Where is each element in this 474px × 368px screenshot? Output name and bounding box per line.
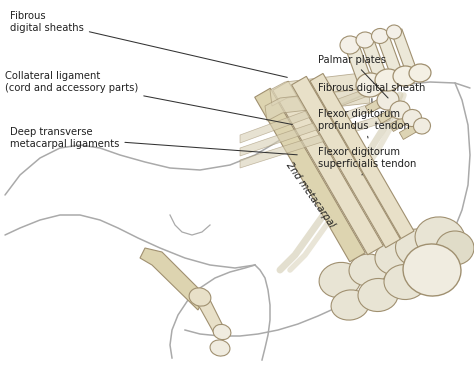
Ellipse shape [384,265,426,300]
Text: Deep transverse
metacarpal ligaments: Deep transverse metacarpal ligaments [10,127,297,155]
Ellipse shape [189,288,211,306]
Polygon shape [140,248,205,310]
Polygon shape [193,295,225,335]
Polygon shape [361,37,389,87]
Ellipse shape [436,231,474,265]
Polygon shape [377,106,399,124]
Polygon shape [273,81,383,255]
Polygon shape [392,29,417,73]
Text: Flexor digitorum
profundus  tendon: Flexor digitorum profundus tendon [318,109,410,138]
Ellipse shape [358,279,398,311]
Polygon shape [240,97,390,156]
Ellipse shape [340,36,360,54]
Polygon shape [292,76,401,248]
Ellipse shape [319,262,361,298]
Polygon shape [310,74,414,238]
Polygon shape [240,113,390,168]
Ellipse shape [395,229,440,267]
Ellipse shape [409,64,431,82]
Ellipse shape [403,244,461,296]
Ellipse shape [390,101,410,119]
Text: 2nd metacarpal: 2nd metacarpal [283,160,337,230]
Ellipse shape [402,109,421,127]
Ellipse shape [356,73,384,97]
Polygon shape [345,42,375,94]
Polygon shape [265,88,370,121]
Ellipse shape [413,118,430,134]
Text: Fibrous digital sheath: Fibrous digital sheath [318,83,425,102]
Ellipse shape [210,340,230,356]
Text: Palmar plates: Palmar plates [318,55,388,98]
Ellipse shape [349,254,387,286]
Ellipse shape [415,217,465,259]
Text: Collateral ligament
(cord and accessory parts): Collateral ligament (cord and accessory … [5,71,292,124]
Polygon shape [365,96,387,113]
Polygon shape [376,32,403,79]
Polygon shape [389,114,410,131]
Ellipse shape [375,241,415,275]
Text: Flexor digitorum
superficialis tendon: Flexor digitorum superficialis tendon [318,147,416,175]
Ellipse shape [386,25,401,39]
Ellipse shape [375,69,401,91]
Text: Fibrous
digital sheaths: Fibrous digital sheaths [10,11,287,77]
Polygon shape [399,123,420,139]
Ellipse shape [213,324,231,340]
Ellipse shape [393,66,417,86]
Polygon shape [240,80,390,143]
Ellipse shape [377,90,399,110]
Polygon shape [255,88,365,262]
Polygon shape [270,72,372,106]
Ellipse shape [356,32,374,48]
Ellipse shape [331,290,369,320]
Ellipse shape [372,28,389,43]
